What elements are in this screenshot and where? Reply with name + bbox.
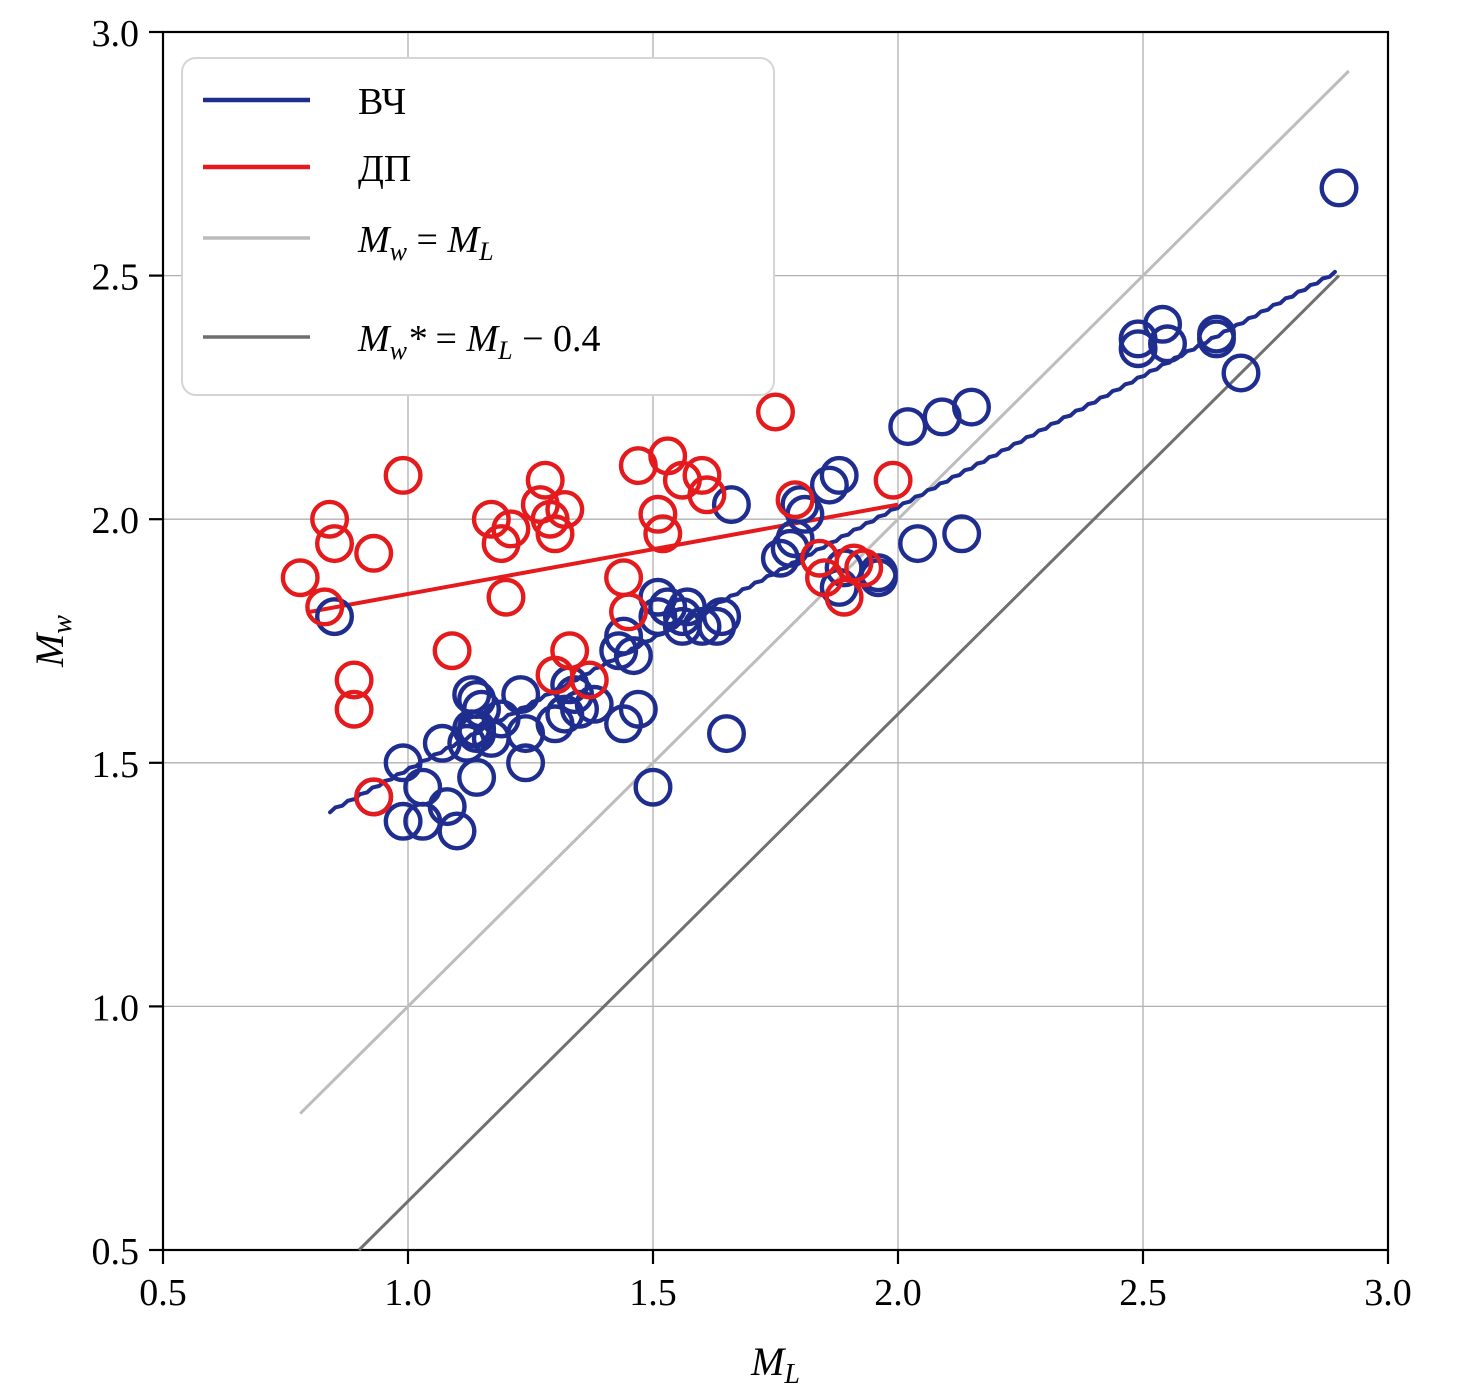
svg-text:0.5: 0.5 bbox=[92, 1231, 140, 1273]
svg-text:ДП: ДП bbox=[358, 148, 411, 190]
svg-text:2.0: 2.0 bbox=[92, 500, 140, 542]
svg-text:2.5: 2.5 bbox=[1119, 1272, 1167, 1314]
svg-text:3.0: 3.0 bbox=[92, 13, 140, 55]
svg-text:3.0: 3.0 bbox=[1364, 1272, 1412, 1314]
svg-text:2.0: 2.0 bbox=[874, 1272, 922, 1314]
svg-text:0.5: 0.5 bbox=[139, 1272, 187, 1314]
svg-text:2.5: 2.5 bbox=[92, 257, 140, 299]
svg-text:1.0: 1.0 bbox=[384, 1272, 432, 1314]
svg-text:Mw = ML: Mw = ML bbox=[357, 219, 494, 266]
svg-text:ВЧ: ВЧ bbox=[358, 81, 406, 123]
svg-text:1.5: 1.5 bbox=[629, 1272, 677, 1314]
svg-text:1.0: 1.0 bbox=[92, 987, 140, 1029]
svg-text:1.5: 1.5 bbox=[92, 744, 140, 786]
